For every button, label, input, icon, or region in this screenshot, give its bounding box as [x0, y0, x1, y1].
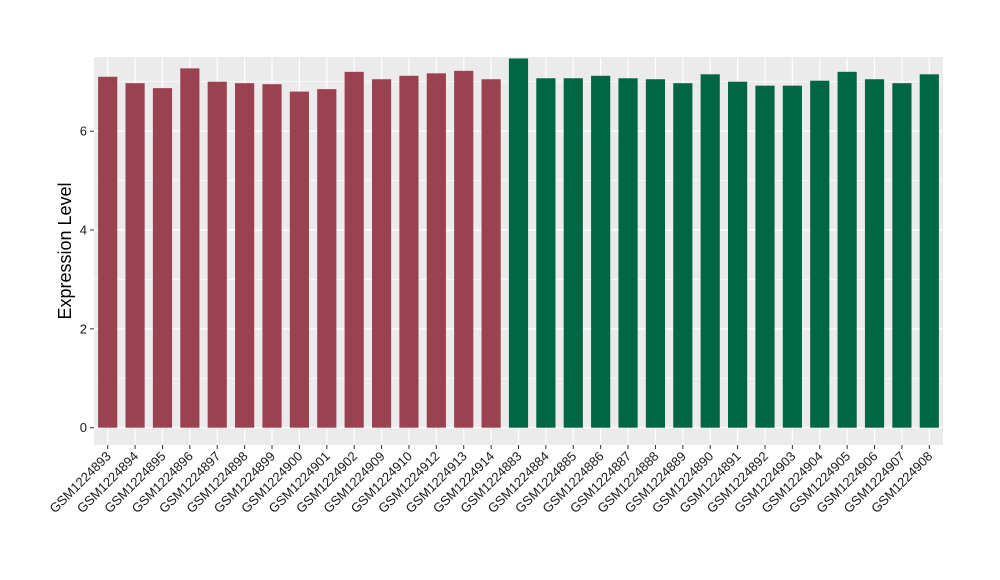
bar-layer	[98, 58, 939, 428]
y-axis-title: Expression Level	[55, 182, 75, 319]
bar-GSM1224906	[864, 79, 885, 428]
y-tick-label: 6	[80, 124, 87, 139]
bar-GSM1224898	[235, 83, 255, 428]
bar-GSM1224901	[317, 89, 337, 428]
bar-GSM1224907	[892, 83, 912, 428]
bar-GSM1224890	[700, 74, 720, 428]
bar-GSM1224904	[810, 80, 830, 428]
bar-GSM1224886	[591, 75, 611, 428]
bar-GSM1224895	[152, 88, 173, 428]
bar-GSM1224902	[344, 71, 364, 428]
bar-GSM1224912	[426, 73, 446, 428]
bar-GSM1224914	[481, 79, 501, 428]
bar-GSM1224910	[399, 75, 419, 428]
bar-GSM1224891	[728, 81, 748, 428]
bar-GSM1224887	[618, 78, 638, 428]
bar-GSM1224889	[673, 83, 693, 428]
bar-GSM1224888	[645, 79, 666, 428]
y-tick-label: 2	[80, 321, 87, 336]
bar-GSM1224894	[125, 83, 145, 428]
bar-GSM1224903	[782, 85, 802, 428]
bar-GSM1224883	[508, 58, 529, 428]
bar-GSM1224896	[180, 68, 200, 428]
bar-GSM1224885	[563, 78, 583, 428]
bar-GSM1224905	[837, 71, 857, 428]
bar-GSM1224900	[289, 91, 309, 428]
x-axis: GSM1224893GSM1224894GSM1224895GSM1224896…	[46, 445, 935, 516]
bar-GSM1224897	[207, 81, 227, 428]
y-axis: 0 2 4 6	[80, 124, 94, 435]
bar-GSM1224893	[98, 76, 118, 428]
bar-GSM1224908	[919, 74, 939, 428]
bar-GSM1224909	[371, 79, 392, 428]
bar-GSM1224899	[262, 84, 282, 428]
bar-GSM1224913	[454, 70, 474, 428]
y-tick-label: 0	[80, 420, 87, 435]
bar-GSM1224892	[755, 85, 775, 428]
bar-GSM1224884	[536, 78, 556, 428]
y-tick-label: 4	[80, 222, 87, 237]
